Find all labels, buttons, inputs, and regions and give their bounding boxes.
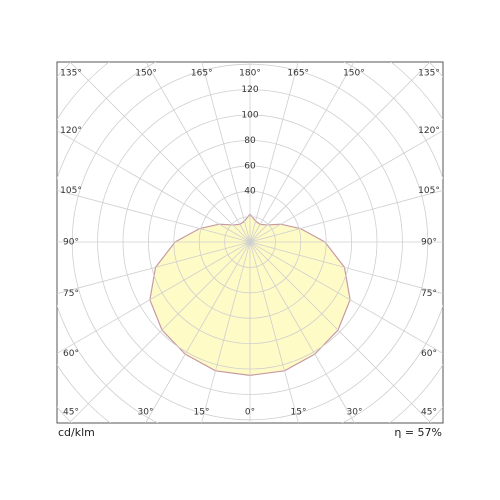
angle-label: 45° [421, 408, 437, 418]
angle-label: 150° [135, 69, 157, 79]
r-tick-label: 100 [241, 111, 258, 121]
grid-ray [249, 241, 355, 423]
grid-ray [57, 241, 251, 295]
r-tick-label: 60 [244, 161, 256, 171]
grid-ray [145, 241, 251, 423]
angle-label: 90° [63, 238, 79, 248]
grid-ray [201, 62, 251, 243]
angle-label: 180° [239, 69, 261, 79]
angle-label: 75° [421, 289, 437, 299]
grid-ray [145, 62, 251, 243]
angle-label: 60° [421, 349, 437, 359]
angle-label: 30° [138, 408, 154, 418]
angle-label: 75° [63, 289, 79, 299]
angle-label: 30° [347, 408, 363, 418]
r-tick-label: 40 [244, 187, 256, 197]
angle-label: 45° [63, 408, 79, 418]
grid-ray [57, 189, 251, 243]
angle-label: 120° [60, 126, 82, 136]
grid-ray [201, 241, 251, 423]
efficiency-label: η = 57% [394, 426, 442, 439]
angle-label: 0° [245, 408, 255, 418]
grid-ray [249, 189, 443, 243]
angle-label: 60° [63, 349, 79, 359]
grid-ray [249, 241, 443, 354]
angle-label: 165° [287, 69, 309, 79]
angle-label: 15° [291, 408, 307, 418]
grid-ray [249, 62, 431, 243]
angle-label: 105° [418, 186, 440, 196]
unit-label: cd/klm [58, 426, 95, 439]
angle-label: 150° [343, 69, 365, 79]
angle-label: 165° [191, 69, 213, 79]
grid-ray [68, 241, 251, 423]
grid-ray [69, 62, 251, 243]
grid-ray [57, 241, 251, 354]
angle-label: 135° [60, 69, 82, 79]
angle-label: 105° [60, 186, 82, 196]
angle-label: 15° [194, 408, 210, 418]
grid-ray [249, 241, 443, 295]
grid-ray [249, 241, 299, 423]
grid-ray [57, 130, 251, 243]
r-tick-label: 120 [241, 85, 258, 95]
grid-ray [249, 62, 355, 243]
angle-label: 135° [418, 69, 440, 79]
r-tick-label: 80 [244, 136, 256, 146]
grid-ray [249, 62, 299, 243]
grid-ray [249, 241, 432, 423]
grid-ray [249, 130, 443, 243]
angle-label: 90° [421, 238, 437, 248]
angle-label: 120° [418, 126, 440, 136]
